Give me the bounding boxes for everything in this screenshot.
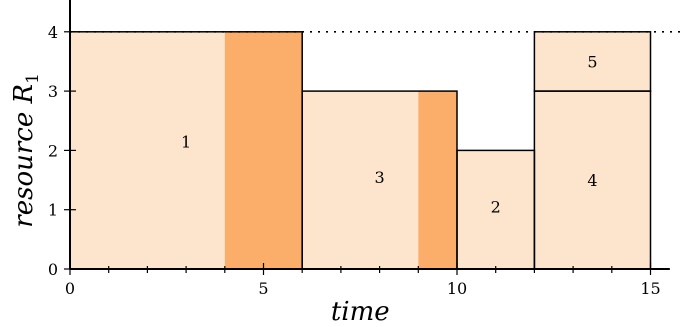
y-ticks: 0 1 2 3 4 — [48, 23, 76, 279]
block-outline-5 — [533, 31, 652, 92]
y-tick-label-3: 3 — [48, 82, 58, 101]
fill-blocks — [70, 31, 651, 269]
job-labels: 1 3 2 4 5 — [181, 52, 598, 216]
job-label-5: 5 — [587, 52, 597, 71]
fill-block-4-dark — [418, 91, 457, 269]
x-tick-label-5: 5 — [258, 279, 268, 298]
y-tick-label-4: 4 — [48, 23, 58, 42]
fill-block-5-light — [457, 150, 535, 269]
y-tick-label-1: 1 — [48, 201, 58, 220]
y-axis-title: resource R1 — [9, 73, 43, 228]
y-axis-title-main: resource R — [9, 84, 39, 228]
job-label-1: 1 — [181, 133, 191, 152]
fill-block-1-light — [70, 31, 225, 269]
job-label-3: 3 — [375, 168, 385, 187]
fill-block-3-light — [302, 91, 419, 269]
x-tick-label-10: 10 — [447, 279, 467, 298]
y-tick-label-2: 2 — [48, 141, 58, 160]
fill-block-2-dark — [224, 31, 303, 269]
x-tick-label-0: 0 — [65, 279, 75, 298]
x-tick-label-15: 15 — [640, 279, 660, 298]
job-label-4: 4 — [587, 171, 597, 190]
y-axis-title-subscript: 1 — [23, 73, 43, 84]
job-label-2: 2 — [491, 198, 501, 217]
fill-block-6-light — [534, 31, 651, 269]
x-ticks: 0 5 10 15 — [65, 263, 661, 298]
y-tick-label-0: 0 — [48, 260, 58, 279]
x-axis-title: time — [331, 297, 390, 327]
